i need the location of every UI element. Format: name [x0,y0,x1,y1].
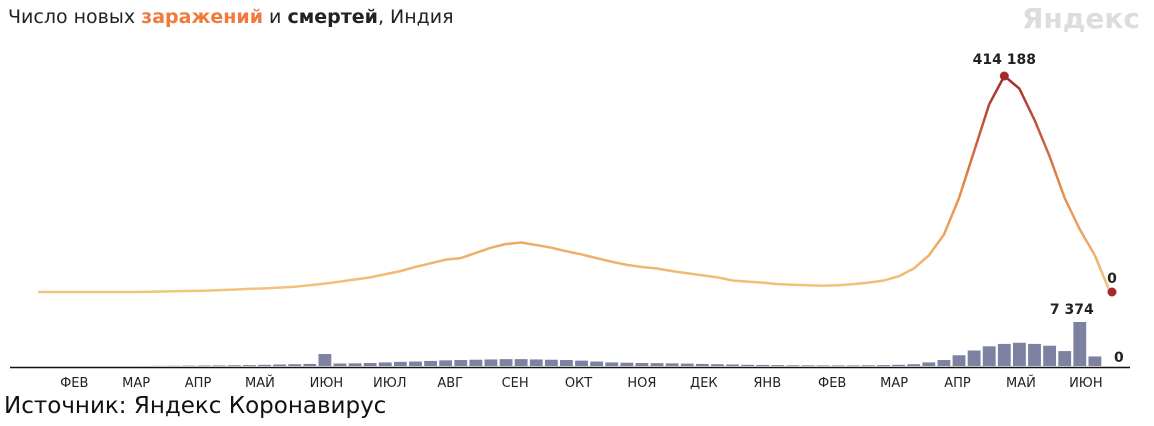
x-tick-label: ЯНВ [753,376,781,391]
x-tick-label: МАР [880,376,908,391]
death-bar [1012,342,1026,366]
title-cases: заражений [141,6,264,28]
end-label: 0 [1107,271,1117,287]
x-tick-label: ИЮН [310,376,344,391]
x-tick-label: ИЮН [1069,376,1103,391]
death-bar [907,364,921,366]
death-bar [409,361,422,366]
title-deaths: смертей [287,6,378,28]
peak-label: 414 188 [973,52,1036,68]
x-tick-label: ДЕК [690,376,718,391]
death-bar [695,363,709,366]
title-part: Число новых [8,6,142,28]
x-tick-label: МАЙ [1006,375,1036,391]
x-tick-label: СЕН [502,376,529,391]
cases-line [38,74,1112,294]
death-bar [1028,343,1041,366]
death-bar [650,363,664,366]
death-bar [1088,356,1102,366]
chart: ФЕВ МАР АПР МАЙ ИЮН ИЮЛ АВГ СЕН ОКТ НОЯ ДЕК ЯНВ ФЕВ М… [10,52,1130,391]
death-bar [952,355,966,366]
death-peak-label: 7 374 [1050,302,1094,318]
death-bar [982,346,996,366]
death-bar [318,354,332,366]
x-tick-label: ФЕВ [60,376,88,391]
death-bar [1058,351,1072,366]
death-bar [1043,345,1057,366]
x-tick-label: МАР [122,376,150,391]
death-bar [560,360,573,366]
death-bar [529,359,543,366]
death-bar [499,359,513,366]
death-bar [333,363,347,366]
death-bar [816,365,830,366]
x-tick-label: АПР [185,376,212,391]
brand: Яндекс [1021,2,1140,35]
death-bar [212,365,226,366]
death-bar [590,361,604,366]
x-tick-label: АПР [944,376,971,391]
death-bar [363,363,377,366]
death-bar [514,359,528,366]
death-bar [786,365,800,366]
x-tick-label: НОЯ [627,376,656,391]
x-tick-label: ОКТ [565,376,592,391]
death-bar [922,362,936,366]
x-tick-label: МАЙ [245,375,275,391]
death-bar [997,343,1011,366]
death-bar [378,362,392,366]
x-tick-label: АВГ [437,376,463,391]
death-bar [439,360,453,366]
death-bar [242,365,256,366]
title-part: и [263,6,288,28]
death-bar [424,360,437,366]
death-bar [258,364,271,366]
chart-title: Число новых заражений и смертей, Индия [8,6,454,28]
death-bar [348,363,362,366]
death-bar [846,365,860,366]
death-bar [831,365,845,366]
death-bar [967,350,981,366]
death-bar [680,363,694,366]
death-bar [937,360,951,366]
death-bar [469,359,483,366]
death-bar [665,363,679,366]
x-tick-label: ФЕВ [818,376,846,391]
death-bar [892,364,906,366]
death-bar [288,364,302,366]
death-bar [620,362,634,366]
death-bar [605,362,619,366]
death-bar [862,365,875,366]
death-bar [635,363,649,366]
death-bar [801,365,815,366]
peak-dot [999,71,1009,81]
death-bar [393,361,407,366]
death-bar [741,364,755,366]
death-bar [711,364,724,366]
death-bar [303,363,317,366]
death-bar [877,365,890,366]
death-bar [756,364,770,366]
death-bar [1073,322,1087,366]
death-bar [484,359,498,366]
death-bar [771,365,785,366]
death-end-label: 0 [1114,350,1124,366]
source: Источник: Яндекс Коронавирус [4,393,387,419]
x-tick-label: ИЮЛ [373,376,407,391]
death-bar [454,360,468,366]
death-bar [227,365,241,366]
death-bar [575,360,588,366]
end-dot [1107,287,1117,297]
death-bar [273,364,286,366]
title-part: , Индия [377,6,454,28]
death-bar [544,359,558,366]
death-bar [726,364,739,366]
